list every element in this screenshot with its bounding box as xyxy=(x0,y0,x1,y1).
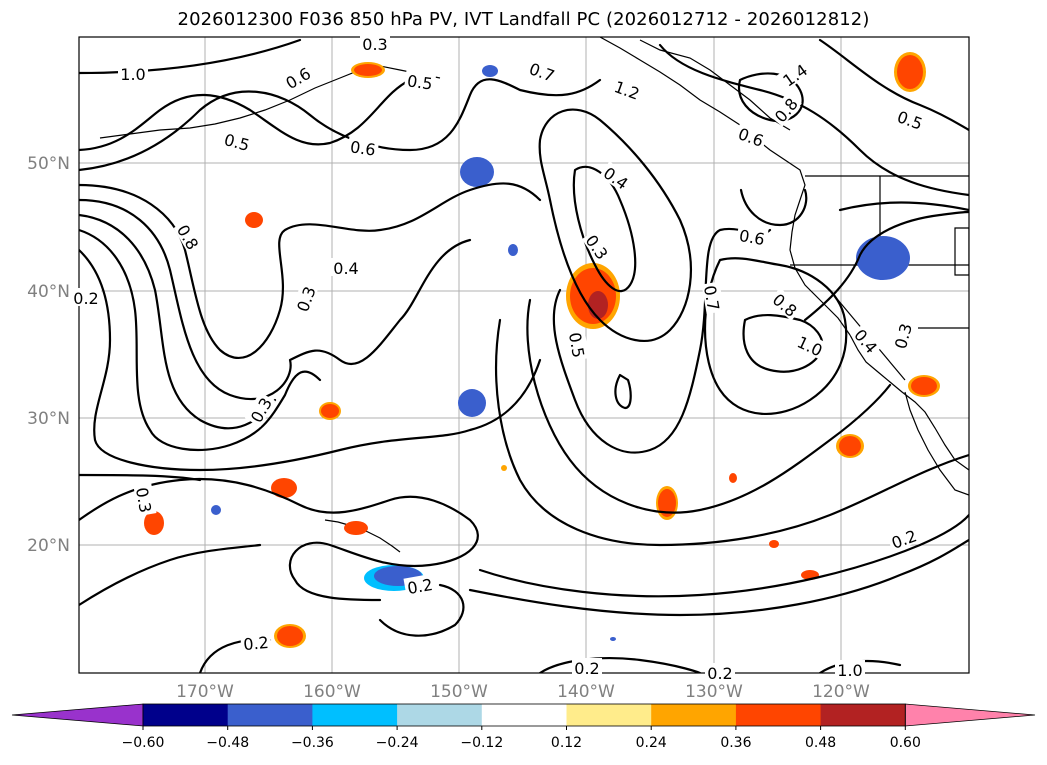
contour-label-bg xyxy=(404,70,437,93)
ivt-shading xyxy=(144,52,940,648)
contour-label-bg xyxy=(360,34,390,52)
colorbar-tick-label: 0.36 xyxy=(720,735,751,751)
contour-label: 0.4 xyxy=(333,259,358,278)
longitude-labels: 170°W 160°W 150°W 140°W 130°W 120°W xyxy=(176,682,870,702)
contour-label-bg xyxy=(735,224,769,248)
contour-label-bg xyxy=(347,136,380,159)
contour-label-bg xyxy=(331,258,361,276)
lon-label: 170°W xyxy=(176,682,234,702)
map-title: 2026012300 F036 850 hPa PV, IVT Landfall… xyxy=(177,9,870,30)
colorbar-segment xyxy=(397,704,483,726)
contour-label-bg xyxy=(280,61,315,93)
contour-label-bg xyxy=(599,161,635,194)
contour-label-bg xyxy=(776,58,812,91)
colorbar-tick-label: 0.24 xyxy=(636,735,667,751)
contour-label-bg xyxy=(133,483,157,517)
colorbar-segment xyxy=(481,704,567,726)
colorbar-outline xyxy=(142,703,906,727)
contour-label-bg xyxy=(403,573,437,597)
contour-label-bg xyxy=(173,219,205,254)
contour-label: 1.0 xyxy=(120,65,145,84)
colorbar-tick-label: −0.24 xyxy=(376,735,419,751)
colorbar-extend-max xyxy=(904,703,1036,727)
contour-label-bg xyxy=(734,122,769,150)
contour-label-bg xyxy=(886,524,921,552)
contour-label-bg xyxy=(572,658,602,676)
lat-label: 40°N xyxy=(27,282,70,302)
contour-label-bg xyxy=(705,663,735,681)
colorbar-tick-label: −0.12 xyxy=(460,735,503,751)
lat-label: 50°N xyxy=(27,154,70,174)
contour-label-bg xyxy=(291,281,319,316)
pv-contours xyxy=(79,38,969,673)
contour-label-bg xyxy=(220,128,255,154)
contour-label-bg xyxy=(610,75,645,103)
lon-label: 120°W xyxy=(812,682,870,702)
contour-label: 0.2 xyxy=(707,664,732,683)
contour-label-bg xyxy=(244,392,276,427)
colorbar-tick-label: −0.48 xyxy=(206,735,249,751)
contour-label-bg xyxy=(889,318,915,353)
contour-labels: 0.30.51.0 0.60.5 0.60.71.2 1.40.8 0.50.60.40… xyxy=(71,34,928,683)
contour-label: 0.5 xyxy=(565,331,588,359)
lon-label: 130°W xyxy=(685,682,743,702)
colorbar-segment xyxy=(227,704,313,726)
contour-label: 0.2 xyxy=(574,659,599,678)
colorbar-tick-label: −0.60 xyxy=(122,735,165,751)
contour-label: 0.3 xyxy=(362,35,387,54)
colorbar-segment xyxy=(735,704,822,726)
colorbar-segment xyxy=(566,704,652,726)
colorbar xyxy=(11,703,1036,727)
colorbar-tick-labels: −0.60 −0.48 −0.36 −0.24 −0.12 0.12 0.24 0.36 0.4… xyxy=(122,726,921,751)
contour-label: 0.2 xyxy=(406,575,434,598)
latitude-labels: 50°N 40°N 30°N 20°N xyxy=(27,154,70,556)
lat-label: 20°N xyxy=(27,536,70,556)
colorbar-segment xyxy=(143,704,229,726)
contour-label: 0.2 xyxy=(73,289,98,308)
lon-label: 150°W xyxy=(430,682,488,702)
contour-label: 0.5 xyxy=(406,71,434,93)
contour-label-bg xyxy=(581,228,614,264)
lat-label: 30°N xyxy=(27,409,70,429)
contour-label-bg xyxy=(566,328,590,362)
contour-label: 0.2 xyxy=(243,633,270,654)
map-frame xyxy=(78,36,970,674)
lon-label: 140°W xyxy=(557,682,615,702)
contour-label-bg xyxy=(71,288,101,306)
contour-label-bg xyxy=(240,631,272,653)
contour-label: 1.0 xyxy=(837,661,862,680)
contour-label-bg xyxy=(835,660,865,678)
colorbar-extend-min xyxy=(11,703,144,727)
lon-label: 160°W xyxy=(303,682,361,702)
contour-label: 0.3 xyxy=(132,486,155,514)
colorbar-segment xyxy=(820,704,906,726)
contour-label-bg xyxy=(793,330,828,360)
colorbar-tick-label: 0.48 xyxy=(805,735,836,751)
contour-label-bg xyxy=(768,287,803,321)
contour-label-bg xyxy=(525,57,560,85)
contour-label-bg xyxy=(701,281,725,315)
contour-label-bg xyxy=(850,323,884,358)
colorbar-segment xyxy=(312,704,398,726)
contour-label-bg xyxy=(768,92,802,127)
colorbar-segment xyxy=(651,704,737,726)
contour-label: 0.6 xyxy=(349,137,377,159)
map-panel xyxy=(79,37,969,673)
contour-label-bg xyxy=(893,105,928,133)
colorbar-tick-label: 0.60 xyxy=(890,735,921,751)
colorbar-tick-label: −0.36 xyxy=(291,735,334,751)
contour-label: 0.7 xyxy=(700,284,723,312)
contour-label: 0.6 xyxy=(738,226,766,249)
colorbar-tick-label: 0.12 xyxy=(551,735,582,751)
contour-label-bg xyxy=(118,64,148,82)
